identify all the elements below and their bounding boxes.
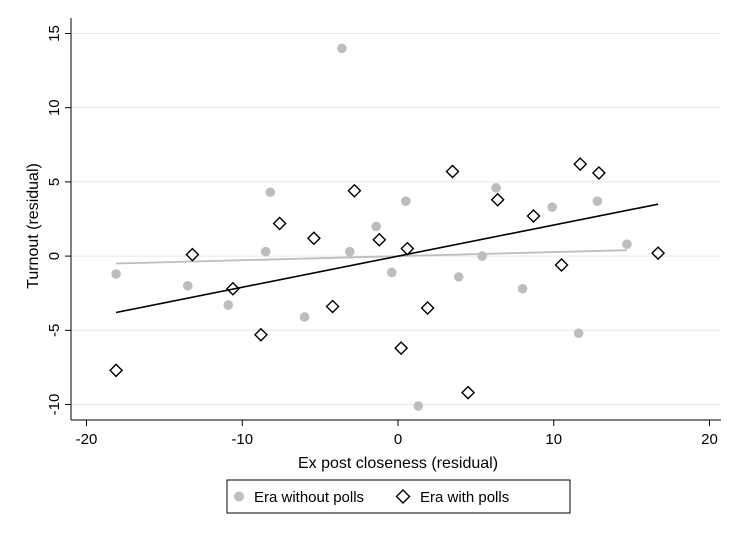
data-points xyxy=(109,43,666,411)
fit-line xyxy=(115,203,659,314)
data-point xyxy=(272,216,287,231)
y-tick-label: 15 xyxy=(46,25,63,42)
data-point xyxy=(573,328,584,339)
data-point xyxy=(490,192,505,207)
x-tick-label: -10 xyxy=(231,431,253,448)
x-tick-label: 20 xyxy=(701,431,718,448)
legend-marker-era-without-polls xyxy=(234,491,244,502)
data-point xyxy=(491,183,501,193)
y-tick-label: -5 xyxy=(46,324,63,337)
data-point xyxy=(453,272,464,282)
data-point xyxy=(185,247,200,262)
y-tick-label: 5 xyxy=(46,178,63,186)
data-point xyxy=(400,241,415,256)
data-point xyxy=(591,166,606,180)
data-point xyxy=(394,341,409,356)
data-point xyxy=(347,183,362,198)
legend: Era without polls Era with polls xyxy=(226,479,571,514)
data-point xyxy=(299,312,310,322)
x-tick-label: -20 xyxy=(76,431,98,448)
data-point xyxy=(260,246,271,257)
legend-label-era-without-polls: Era without polls xyxy=(254,489,364,506)
data-point xyxy=(372,232,387,247)
data-point xyxy=(386,267,397,278)
data-point xyxy=(420,301,435,316)
data-point xyxy=(622,239,632,250)
data-point xyxy=(337,43,347,54)
data-point xyxy=(400,196,411,206)
data-point xyxy=(554,258,569,272)
data-point xyxy=(223,300,234,310)
y-tick-label: 10 xyxy=(46,99,63,116)
data-point xyxy=(225,281,240,296)
axes: -10 -5 0 5 10 15 -20 -10 0 10 20 xyxy=(46,18,721,448)
data-point xyxy=(306,231,321,246)
data-point xyxy=(109,363,124,378)
fit-lines xyxy=(115,203,659,314)
x-tick-label: 10 xyxy=(545,431,562,448)
y-tick-label: 0 xyxy=(46,252,63,260)
data-point xyxy=(111,269,121,279)
data-point xyxy=(592,196,603,206)
y-axis-title: Turnout (residual) xyxy=(25,163,42,289)
legend-marker-era-with-polls xyxy=(395,489,411,504)
data-point xyxy=(325,299,340,314)
data-point xyxy=(253,327,268,342)
data-point xyxy=(344,246,355,257)
data-point xyxy=(517,283,528,294)
data-point xyxy=(477,251,487,261)
data-point xyxy=(573,157,588,172)
data-point xyxy=(413,401,424,411)
data-point xyxy=(265,187,276,198)
x-tick-label: 0 xyxy=(394,431,402,448)
data-point xyxy=(445,164,460,179)
data-point xyxy=(547,202,557,212)
data-point xyxy=(526,209,541,224)
x-axis-title: Ex post closeness (residual) xyxy=(298,455,498,472)
data-point xyxy=(371,221,381,232)
fit-line xyxy=(116,249,627,265)
data-point xyxy=(182,280,193,291)
y-tick-label: -10 xyxy=(46,394,63,416)
data-point xyxy=(461,385,476,400)
data-point xyxy=(651,246,666,261)
legend-label-era-with-polls: Era with polls xyxy=(420,489,509,506)
